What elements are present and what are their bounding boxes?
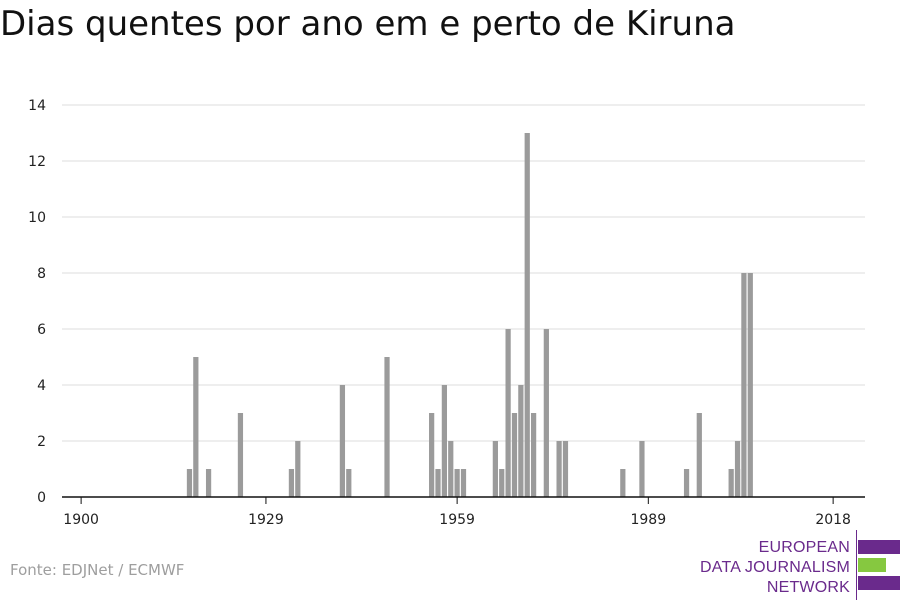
x-tick-label: 1989 (630, 512, 666, 528)
y-tick-label: 2 (37, 434, 46, 450)
bar (747, 273, 753, 497)
bar (384, 357, 390, 497)
bar (530, 413, 537, 497)
axes: 0 2 4 6 8 10 12 14 1900 1929 1959 1989 2018 (28, 98, 865, 528)
bar (639, 441, 645, 497)
bar (683, 469, 690, 497)
bar (460, 469, 467, 497)
bar (454, 469, 460, 497)
logo-bar-middle (858, 558, 886, 572)
bar (696, 413, 702, 497)
x-tick-label: 1929 (248, 512, 284, 528)
logo-bar-bottom (858, 576, 900, 590)
x-tick-label: 1900 (63, 512, 99, 528)
x-tick-label: 1959 (439, 512, 475, 528)
logo-line-3: NETWORK (766, 579, 850, 596)
bar (193, 357, 199, 497)
bar (237, 413, 244, 497)
bars (186, 133, 753, 497)
bar (741, 273, 747, 497)
y-tick-label: 6 (37, 322, 46, 338)
bar (186, 469, 193, 497)
bar (492, 441, 498, 497)
bar (499, 469, 505, 497)
bar (429, 413, 435, 497)
logo-text: EUROPEAN DATA JOURNALISM NETWORK (700, 538, 850, 598)
bar (511, 413, 518, 497)
bar (543, 329, 549, 497)
bar (556, 441, 562, 497)
bar (734, 469, 741, 497)
bar (728, 469, 734, 497)
bar (435, 469, 441, 497)
y-tick-label: 4 (37, 378, 46, 394)
source-note: Fonte: EDJNet / ECMWF (10, 561, 185, 579)
y-tick-label: 12 (28, 154, 46, 170)
bar (505, 329, 511, 497)
bar (620, 469, 626, 497)
bar (562, 441, 569, 497)
bar (518, 385, 524, 497)
logo-line-1: EUROPEAN (758, 539, 850, 556)
bar (441, 385, 447, 497)
chart-title: Dias quentes por ano em e perto de Kirun… (0, 4, 736, 44)
bar (346, 469, 352, 497)
logo-bar-top (858, 540, 900, 554)
bar-chart: 0 2 4 6 8 10 12 14 1900 1929 1959 1989 2018 (28, 98, 865, 528)
bar (448, 441, 454, 497)
bar (339, 385, 346, 497)
logo-divider (856, 530, 857, 600)
y-tick-label: 0 (37, 490, 46, 506)
logo-line-2: DATA JOURNALISM (700, 559, 850, 576)
bar (524, 133, 530, 497)
edjnet-logo: EUROPEAN DATA JOURNALISM NETWORK (690, 530, 900, 600)
bar (205, 469, 212, 497)
y-tick-label: 10 (28, 210, 46, 226)
y-tick-label: 8 (37, 266, 46, 282)
y-tick-label: 14 (28, 98, 46, 114)
bar (288, 469, 295, 497)
x-tick-label: 2018 (815, 512, 851, 528)
bar (295, 441, 301, 497)
